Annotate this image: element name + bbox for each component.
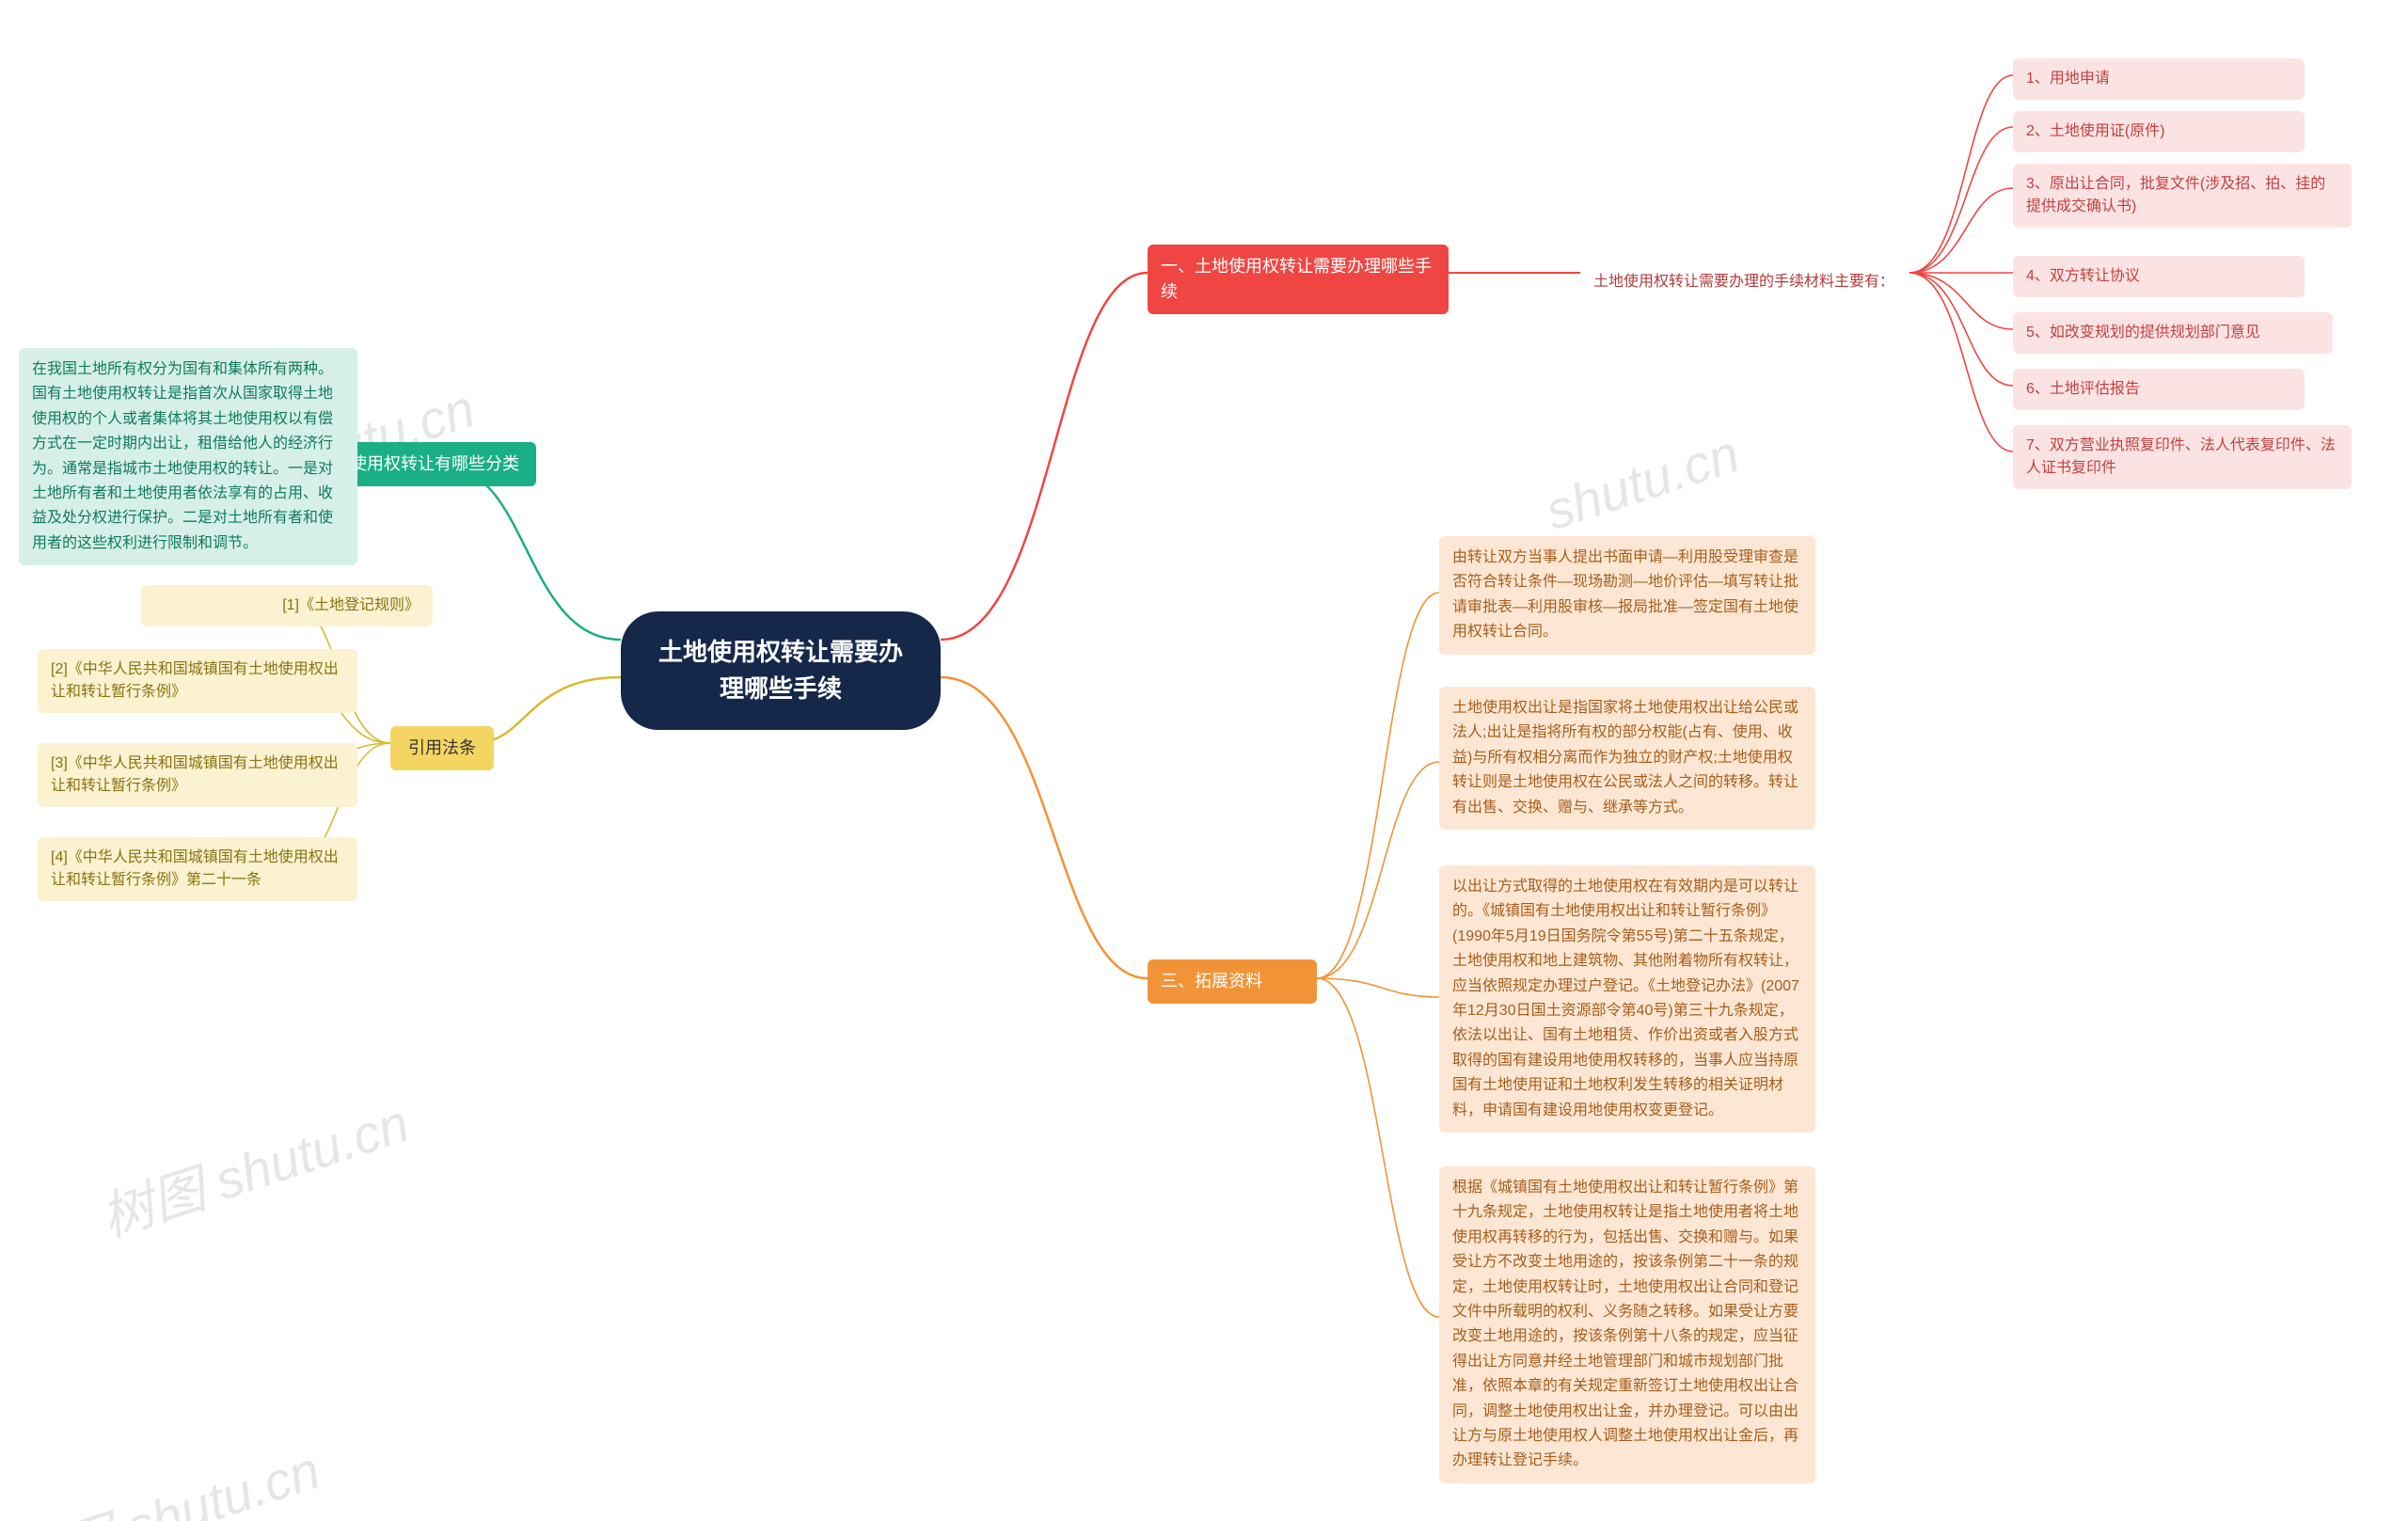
- law-item-1[interactable]: [1]《土地登记规则》: [141, 585, 433, 626]
- branch-one[interactable]: 一、土地使用权转让需要办理哪些手续: [1148, 245, 1449, 314]
- watermark: shutu.cn: [1538, 422, 1746, 542]
- three-para-4[interactable]: 根据《城镇国有土地使用权出让和转让暂行条例》第十九条规定，土地使用权转让是指土地…: [1439, 1166, 1815, 1483]
- branch-one-item-7[interactable]: 7、双方营业执照复印件、法人代表复印件、法人证书复印件: [2013, 425, 2352, 489]
- branch-three[interactable]: 三、拓展资料: [1148, 959, 1317, 1004]
- branch-one-item-1[interactable]: 1、用地申请: [2013, 58, 2305, 100]
- three-para-1[interactable]: 由转让双方当事人提出书面申请—利用股受理审查是否符合转让条件—现场勘测—地价评估…: [1439, 536, 1815, 655]
- branch-one-item-3[interactable]: 3、原出让合同，批复文件(涉及招、拍、挂的提供成交确认书): [2013, 164, 2352, 228]
- branch-two-detail[interactable]: 在我国土地所有权分为国有和集体所有两种。国有土地使用权转让是指首次从国家取得土地…: [19, 348, 357, 565]
- law-item-3[interactable]: [3]《中华人民共和国城镇国有土地使用权出让和转让暂行条例》: [38, 743, 357, 807]
- branch-one-item-2[interactable]: 2、土地使用证(原件): [2013, 111, 2305, 152]
- three-para-2[interactable]: 土地使用权出让是指国家将土地使用权出让给公民或法人;出让是指将所有权的部分权能(…: [1439, 687, 1815, 830]
- root-node[interactable]: 土地使用权转让需要办理哪些手续: [621, 611, 941, 730]
- watermark: 图 shutu.cn: [51, 1428, 327, 1521]
- branch-one-mid[interactable]: 土地使用权转让需要办理的手续材料主要有：: [1580, 261, 1909, 303]
- branch-one-item-4[interactable]: 4、双方转让协议: [2013, 256, 2305, 297]
- branch-laws[interactable]: 引用法条: [390, 726, 494, 770]
- branch-one-item-5[interactable]: 5、如改变规划的提供规划部门意见: [2013, 312, 2333, 354]
- three-para-3[interactable]: 以出让方式取得的土地使用权在有效期内是可以转让的。《城镇国有土地使用权出让和转让…: [1439, 865, 1815, 1133]
- watermark: 树图 shutu.cn: [90, 1082, 418, 1253]
- connector-layer: [0, 0, 2408, 1521]
- law-item-4[interactable]: [4]《中华人民共和国城镇国有土地使用权出让和转让暂行条例》第二十一条: [38, 837, 357, 901]
- law-item-2[interactable]: [2]《中华人民共和国城镇国有土地使用权出让和转让暂行条例》: [38, 649, 357, 713]
- branch-one-item-6[interactable]: 6、土地评估报告: [2013, 369, 2305, 410]
